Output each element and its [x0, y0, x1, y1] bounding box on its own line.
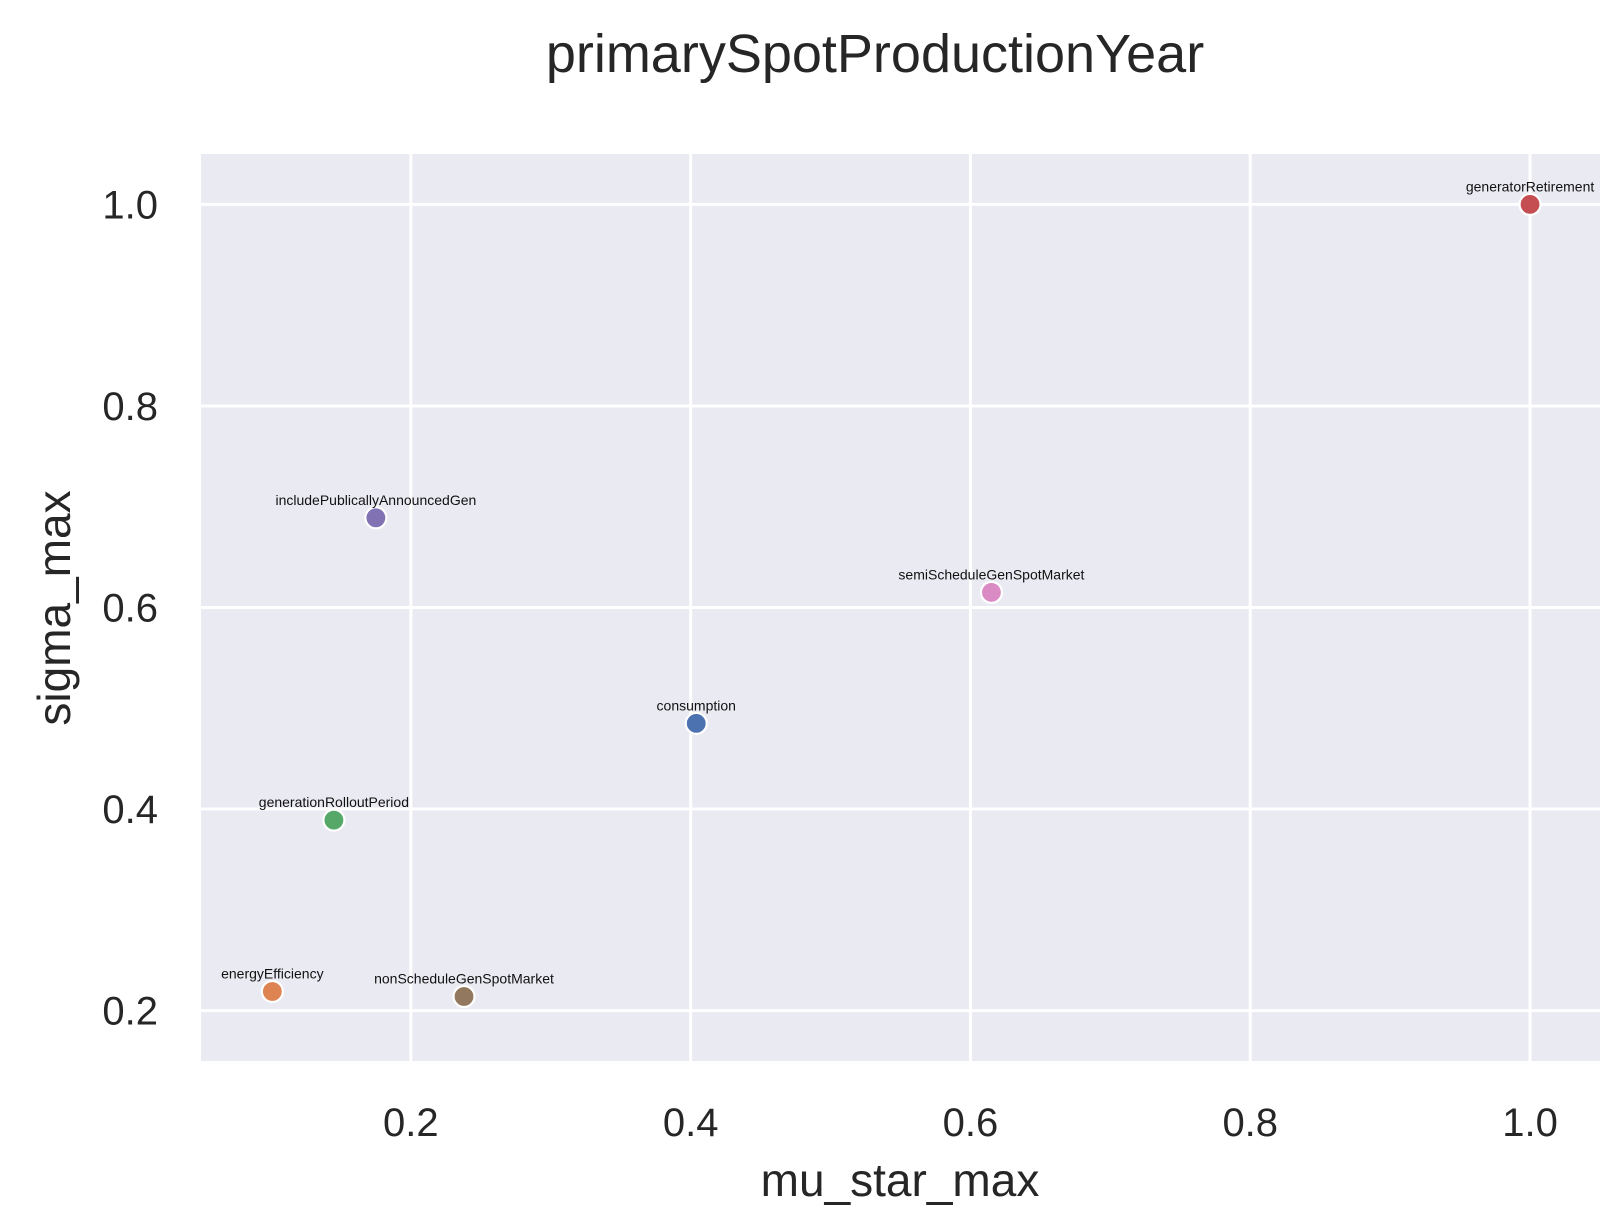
point-label: generatorRetirement [1466, 178, 1595, 194]
scatter-point [684, 711, 708, 735]
point-label: consumption [657, 697, 736, 713]
scatter-point [260, 979, 284, 1004]
y-tick-label: 1.0 [102, 183, 158, 227]
scatter-point [322, 808, 346, 832]
point-label: nonScheduleGenSpotMarket [374, 971, 554, 987]
scatter-point [979, 580, 1004, 604]
chart-title: primarySpotProductionYear [546, 24, 1204, 84]
data-points [260, 192, 1542, 1009]
scatter-point [1518, 192, 1542, 216]
y-tick-label: 0.2 [102, 990, 158, 1034]
axis-ticks: 0.2 0.4 0.6 0.8 1.0 0.2 0.4 0.6 0.8 1.0 [102, 183, 1557, 1145]
y-axis-label: sigma_max [28, 490, 80, 725]
scatter-point [364, 506, 388, 530]
point-label: includePublicallyAnnouncedGen [275, 492, 476, 508]
grid [201, 154, 1600, 1061]
x-axis-label: mu_star_max [761, 1154, 1040, 1206]
y-tick-label: 0.4 [102, 788, 158, 832]
point-label: energyEfficiency [221, 965, 323, 981]
y-tick-label: 0.6 [102, 587, 158, 631]
x-tick-label: 0.2 [383, 1101, 439, 1145]
point-label: semiScheduleGenSpotMarket [898, 566, 1084, 582]
point-label: generationRolloutPeriod [259, 794, 409, 810]
x-tick-label: 1.0 [1502, 1101, 1558, 1145]
x-tick-label: 0.6 [943, 1101, 999, 1145]
x-tick-label: 0.4 [663, 1101, 719, 1145]
y-tick-label: 0.8 [102, 385, 158, 429]
x-tick-label: 0.8 [1222, 1101, 1278, 1145]
point-labels: consumption energyEfficiency generationRol… [221, 178, 1594, 986]
scatter-point [452, 984, 476, 1009]
